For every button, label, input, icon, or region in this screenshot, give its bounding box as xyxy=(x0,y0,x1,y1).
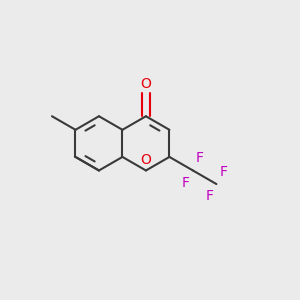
Text: O: O xyxy=(140,153,152,167)
Text: O: O xyxy=(140,77,152,91)
Text: F: F xyxy=(182,176,190,190)
Text: F: F xyxy=(206,189,213,203)
Text: F: F xyxy=(196,152,204,165)
Text: F: F xyxy=(219,165,227,179)
